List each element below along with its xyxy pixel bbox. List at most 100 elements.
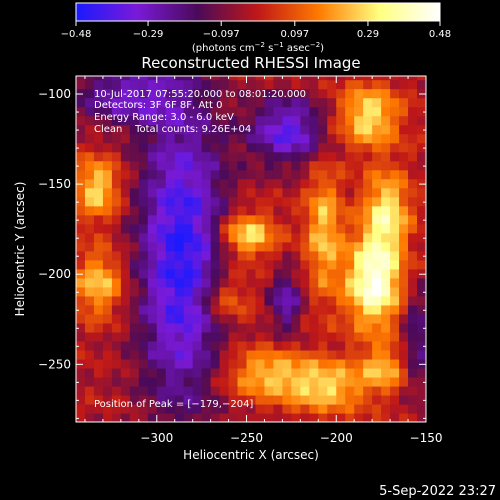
heatmap-cell <box>111 412 122 422</box>
heatmap-cell <box>381 313 391 324</box>
heatmap-cell <box>309 187 319 198</box>
heatmap-cell <box>300 277 310 288</box>
heatmap-cell <box>318 160 328 171</box>
y-axis: −100−150−200−250 <box>38 75 426 419</box>
heatmap-cell <box>300 79 310 90</box>
heatmap-cell <box>264 142 275 153</box>
heatmap-cell <box>183 304 194 315</box>
heatmap-cell <box>345 124 355 135</box>
heatmap-cell <box>138 214 149 225</box>
heatmap-cell <box>354 88 364 99</box>
heatmap-cell <box>273 259 284 270</box>
heatmap-cell <box>381 277 391 288</box>
heatmap-cell <box>237 205 248 216</box>
heatmap-cell <box>300 76 310 81</box>
heatmap-cell <box>102 205 113 216</box>
heatmap-cell <box>237 340 248 351</box>
heatmap-cell <box>120 295 131 306</box>
heatmap-cell <box>381 403 391 414</box>
heatmap-cell <box>147 277 158 288</box>
heatmap-cell <box>318 331 328 342</box>
heatmap-cell <box>390 196 400 207</box>
heatmap-cell <box>84 331 95 342</box>
heatmap-cell <box>273 133 284 144</box>
heatmap-cell <box>399 259 409 270</box>
heatmap-cell <box>264 187 275 198</box>
heatmap-cell <box>174 250 185 261</box>
heatmap-cell <box>156 304 167 315</box>
heatmap-cell <box>399 124 409 135</box>
heatmap-cell <box>138 196 149 207</box>
heatmap-cell <box>390 313 400 324</box>
y-axis-label: Heliocentric Y (arcsec) <box>13 182 27 317</box>
heatmap-cell <box>129 412 140 422</box>
heatmap-cell <box>363 151 373 162</box>
heatmap-cell <box>327 169 337 180</box>
heatmap-cell <box>264 115 275 126</box>
heatmap-cell <box>372 160 382 171</box>
heatmap-cell <box>300 286 310 297</box>
heatmap-cell <box>228 97 239 108</box>
heatmap-cell <box>381 178 391 189</box>
heatmap-cell <box>201 385 212 396</box>
heatmap-cell <box>219 304 230 315</box>
heatmap-cell <box>381 142 391 153</box>
heatmap-cell <box>111 223 122 234</box>
heatmap-cell <box>399 322 409 333</box>
heatmap-cell <box>102 286 113 297</box>
heatmap-cell <box>273 394 284 405</box>
heatmap-cell <box>93 250 104 261</box>
heatmap-cell <box>147 385 158 396</box>
heatmap-cell <box>309 133 319 144</box>
heatmap-cell <box>93 385 104 396</box>
heatmap-cell <box>201 115 212 126</box>
heatmap-cell <box>120 322 131 333</box>
heatmap-cell <box>363 259 373 270</box>
heatmap-cell <box>156 214 167 225</box>
heatmap-cell <box>417 169 426 180</box>
heatmap-cell <box>165 340 176 351</box>
heatmap-cell <box>327 286 337 297</box>
heatmap-cell <box>363 277 373 288</box>
heatmap-cell <box>264 232 275 243</box>
heatmap-cell <box>372 223 382 234</box>
heatmap-cell <box>192 133 203 144</box>
heatmap-cell <box>354 106 364 117</box>
heatmap-cell <box>372 214 382 225</box>
heatmap-cell <box>192 304 203 315</box>
heatmap-cell <box>345 367 355 378</box>
heatmap-cell <box>300 214 310 225</box>
heatmap-cell <box>138 178 149 189</box>
heatmap-cell <box>246 106 257 117</box>
heatmap-cell <box>147 358 158 369</box>
heatmap-cell <box>210 178 221 189</box>
heatmap-cell <box>183 106 194 117</box>
heatmap-cell <box>417 403 426 414</box>
heatmap-cell <box>354 115 364 126</box>
heatmap-cell <box>327 313 337 324</box>
heatmap-cell <box>192 232 203 243</box>
heatmap-cell <box>336 349 346 360</box>
heatmap-cell <box>336 241 346 252</box>
heatmap-cell <box>381 241 391 252</box>
heatmap-cell <box>192 241 203 252</box>
heatmap-cell <box>165 286 176 297</box>
heatmap-cell <box>318 232 328 243</box>
heatmap-cell <box>300 322 310 333</box>
heatmap-cell <box>381 268 391 279</box>
heatmap-cell <box>237 313 248 324</box>
heatmap-cell <box>192 106 203 117</box>
heatmap-cell <box>174 205 185 216</box>
heatmap-cell <box>291 160 301 171</box>
heatmap-cell <box>300 268 310 279</box>
heatmap-cell <box>183 340 194 351</box>
heatmap-cell <box>102 277 113 288</box>
heatmap-cell <box>165 250 176 261</box>
heatmap-cell <box>264 322 275 333</box>
heatmap-cell <box>76 97 86 108</box>
heatmap-cell <box>165 160 176 171</box>
heatmap-cell <box>300 115 310 126</box>
heatmap-cell <box>399 277 409 288</box>
heatmap-cell <box>300 196 310 207</box>
heatmap-cell <box>183 223 194 234</box>
